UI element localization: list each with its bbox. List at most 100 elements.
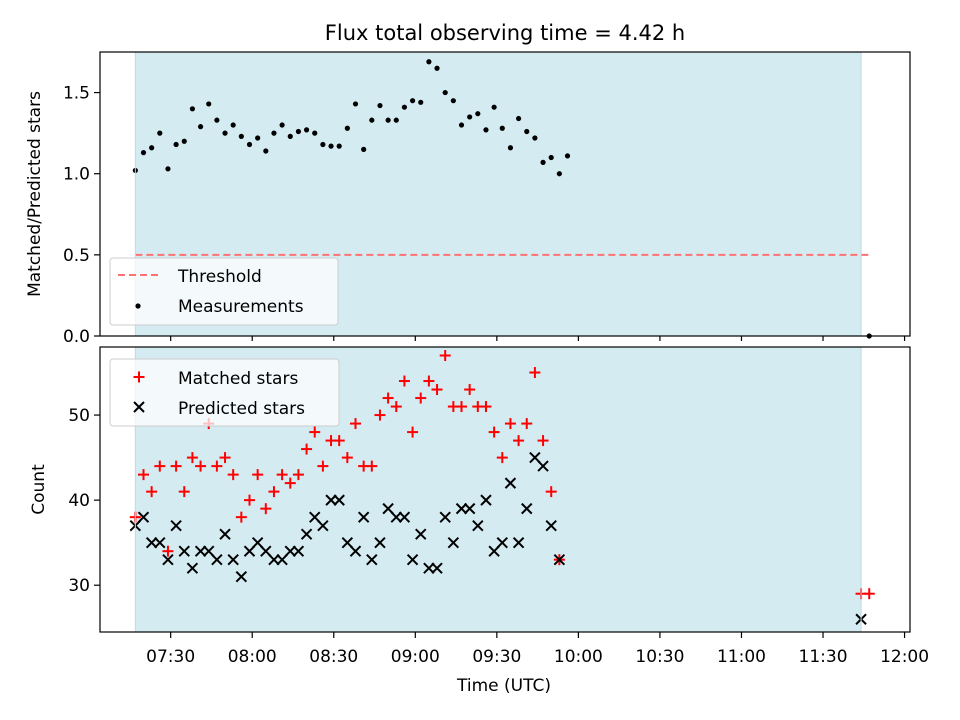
matched-star-point — [333, 435, 345, 447]
predicted-star-point — [137, 511, 150, 523]
measurement-point — [222, 130, 228, 136]
measurement-point — [426, 59, 432, 65]
measurement-point — [246, 141, 253, 148]
measurement-point — [181, 138, 187, 144]
x-tick-label: 08:30 — [309, 647, 358, 667]
x-stroke — [366, 553, 378, 566]
measurement-point — [475, 111, 481, 117]
matched-star-point — [456, 401, 468, 413]
x-stroke — [219, 528, 231, 540]
matched-star-point — [464, 384, 476, 396]
matched-star-point — [284, 477, 296, 489]
x-stroke — [472, 519, 484, 532]
ratio-y-axis-label: Matched/Predicted stars — [25, 91, 45, 297]
matched-star-point — [382, 392, 394, 404]
x-stroke — [137, 511, 150, 523]
count-legend: Matched stars Predicted stars — [109, 358, 340, 427]
y-tick-label: 0.5 — [63, 246, 90, 266]
x-stroke — [325, 494, 337, 506]
x-stroke — [251, 536, 264, 549]
matched-star-point — [178, 486, 190, 498]
x-stroke — [504, 477, 517, 489]
measurement-point — [548, 154, 554, 161]
measurement-point — [524, 128, 530, 135]
matched-star-point — [260, 503, 272, 515]
measurement-point — [320, 141, 326, 148]
predicted-star-point — [366, 553, 378, 566]
ratio-panel: Matched/Predicted stars 0.0 0.5 1.0 1.5 Thr… — [25, 51, 911, 347]
x-tick-label: 12:00 — [880, 647, 929, 667]
predicted-star-point — [545, 519, 557, 532]
x-stroke — [398, 511, 411, 523]
x-stroke — [186, 562, 199, 574]
x-stroke — [154, 536, 166, 549]
matched-star-point — [252, 469, 264, 481]
predicted-star-point — [406, 553, 419, 566]
predicted-star-point — [374, 536, 386, 549]
y-tick-label: 0.0 — [63, 327, 90, 347]
x-stroke — [463, 502, 476, 515]
predicted-star-point — [553, 553, 566, 566]
predicted-star-point — [292, 545, 305, 557]
measurement-point — [149, 145, 155, 151]
ratio-legend: Threshold Measurements — [109, 257, 339, 326]
matched-star-point — [350, 418, 362, 430]
measurement-point — [361, 146, 367, 152]
measurements-legend-label: Measurements — [178, 297, 304, 317]
x-stroke — [145, 536, 158, 549]
ratio-y-axis: 0.0 0.5 1.0 1.5 — [63, 84, 100, 347]
x-stroke — [382, 502, 394, 515]
x-stroke — [447, 536, 460, 549]
matched-star-point — [276, 469, 288, 481]
matched-star-point — [170, 460, 182, 472]
predicted-star-point — [235, 570, 248, 583]
matched-star-point — [341, 452, 353, 464]
count-y-axis: 30 40 50 — [68, 406, 100, 596]
predicted-star-point — [211, 553, 223, 566]
predicted-star-point — [333, 494, 345, 506]
chart-title: Flux total observing time = 4.42 h — [325, 21, 685, 45]
measurement-point — [499, 125, 505, 131]
x-tick-label: 10:00 — [554, 647, 603, 667]
measurement-point — [206, 101, 212, 107]
matched-star-point — [235, 511, 247, 523]
x-stroke — [455, 502, 468, 515]
predicted-star-point — [415, 528, 427, 540]
measurement-point — [467, 114, 473, 120]
matched-star-point — [146, 486, 158, 498]
matched-star-point — [480, 401, 492, 413]
matched-star-point — [390, 401, 402, 413]
measurement-point — [197, 124, 204, 130]
count-legend-box — [109, 358, 340, 427]
x-stroke — [415, 528, 427, 540]
measurement-point — [556, 171, 562, 177]
x-stroke — [349, 545, 362, 557]
matched-star-point — [529, 367, 541, 379]
predicted-star-point — [480, 494, 492, 506]
count-panel-frame — [99, 346, 911, 633]
measurement-point — [214, 117, 220, 123]
predicted-legend-glyph — [133, 401, 145, 413]
predicted-star-point — [455, 502, 468, 515]
x-stroke — [133, 401, 145, 413]
matched-star-point — [211, 460, 223, 472]
measurement-point — [303, 127, 310, 133]
predicted-star-point — [227, 553, 239, 566]
x-axis-label: Time (UTC) — [456, 676, 551, 696]
predicted-star-point — [162, 553, 174, 566]
x-stroke — [284, 545, 296, 557]
measurement-point — [507, 145, 514, 151]
predicted-star-point — [325, 494, 337, 506]
measurement-point — [352, 101, 359, 107]
x-stroke — [545, 519, 557, 532]
predicted-star-point — [268, 553, 280, 566]
x-stroke — [480, 494, 492, 506]
measurement-point — [140, 150, 147, 156]
measurement-point — [515, 115, 522, 122]
x-stroke — [537, 460, 549, 472]
x-stroke — [292, 545, 305, 557]
measurement-point — [564, 153, 571, 159]
measurement-point — [255, 135, 261, 141]
predicted-star-point — [472, 519, 484, 532]
matched-star-point — [162, 545, 174, 557]
